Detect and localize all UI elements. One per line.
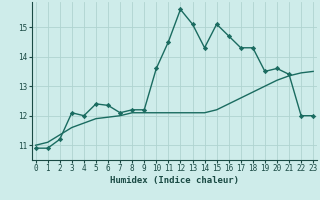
X-axis label: Humidex (Indice chaleur): Humidex (Indice chaleur) (110, 176, 239, 185)
